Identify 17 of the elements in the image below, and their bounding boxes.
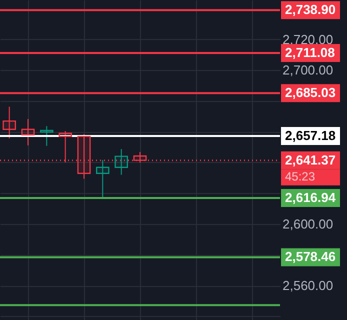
candlestick [40,126,54,146]
candlestick [2,106,16,139]
candlestick [114,148,128,176]
ref-line-label: 2,738.90 [285,2,336,18]
y-tick-label: 2,600.00 [282,216,334,232]
ref-line-label: 2,685.03 [285,85,336,100]
y-tick-label: 2,720.00 [282,32,334,47]
ref-line-label: 2,641.37 [285,152,336,168]
ref-line-label: 2,711.08 [285,45,335,60]
candlestick [21,118,35,146]
y-tick-label: 2,560.00 [282,278,334,294]
candlestick [96,160,110,199]
ref-line-label: 2,616.94 [285,190,336,205]
text: 45:23 [285,169,316,184]
ref-line-label: 2,657.18 [285,128,336,144]
ref-line-label: 2,578.46 [285,249,336,264]
y-tick-label: 2,700.00 [282,62,334,78]
